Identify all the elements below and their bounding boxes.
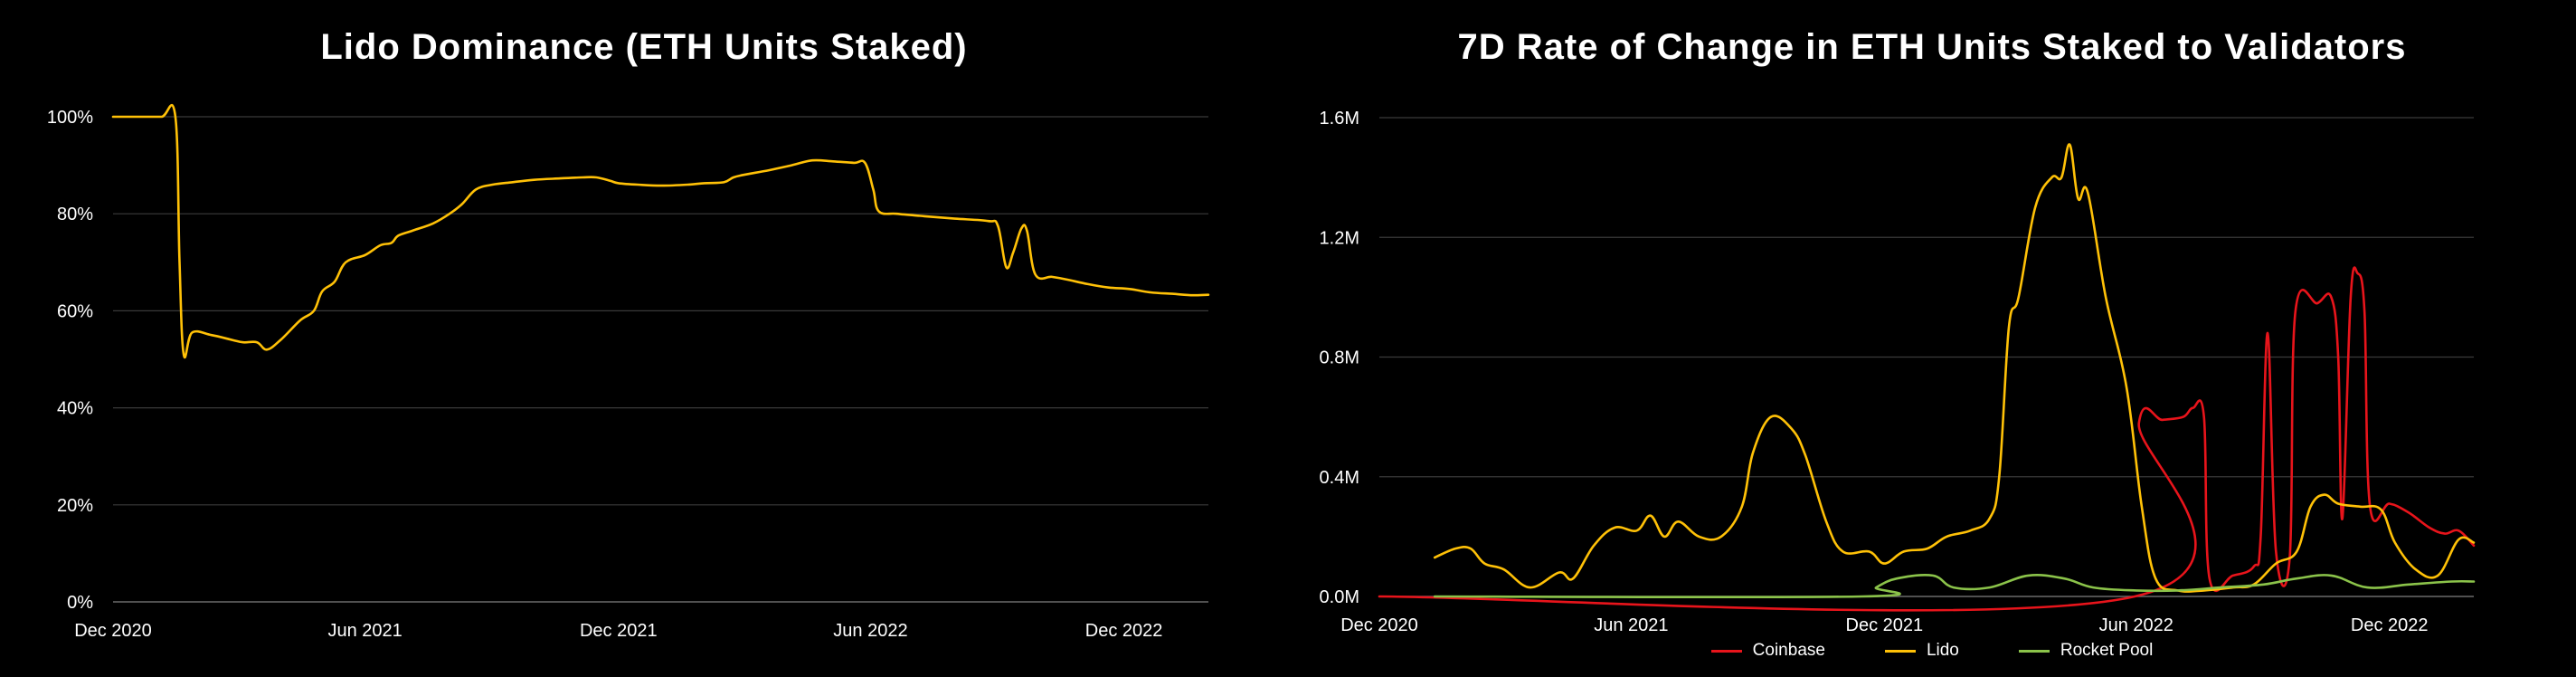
legend-item-rocket-pool[interactable]: Rocket Pool: [2018, 641, 2154, 661]
legend-label: Rocket Pool: [2060, 641, 2154, 660]
x-tick-label: Dec 2021: [1846, 615, 1924, 635]
x-tick-label: Jun 2022: [2099, 615, 2174, 635]
chart-title: 7D Rate of Change in ETH Units Staked to…: [1457, 27, 2407, 67]
x-tick-label: Dec 2020: [74, 621, 152, 641]
x-tick-label: Jun 2021: [327, 621, 402, 641]
series-line-rocket-pool: [1433, 574, 2476, 599]
y-tick-label: 0.0M: [1320, 587, 1359, 607]
y-tick-label: 1.2M: [1320, 228, 1359, 248]
x-tick-label: Dec 2022: [2351, 615, 2429, 635]
y-tick-label: 0%: [67, 593, 93, 613]
y-tick-label: 80%: [57, 205, 93, 224]
y-tick-label: 1.6M: [1320, 109, 1359, 129]
legend-item-lido[interactable]: Lido: [1884, 641, 1959, 661]
legend-label: Lido: [1926, 641, 1959, 660]
legend-item-coinbase[interactable]: Coinbase: [1710, 641, 1825, 661]
x-tick-label: Dec 2021: [580, 621, 658, 641]
series-line-lido: [1433, 143, 2476, 593]
y-tick-label: 100%: [47, 108, 93, 128]
chart-legend: Coinbase Lido Rocket Pool: [1288, 641, 2576, 661]
x-tick-label: Dec 2020: [1340, 615, 1418, 635]
chart-plot-area: 0.0M 0.4M 0.8M 1.2M 1.6M Dec 2020 Jun 2021 Dec …: [1320, 109, 2476, 635]
chart-plot-area: 0% 20% 40% 60% 80% 100% Dec 2020 Jun 2021 Dec 20…: [47, 103, 1210, 641]
legend-swatch: [1884, 649, 1916, 653]
legend-label: Coinbase: [1752, 641, 1825, 660]
legend-swatch: [1710, 649, 1742, 653]
chart-panel-lido-dominance: Lido Dominance (ETH Units Staked) 0% 20% 4…: [47, 27, 1210, 641]
legend-swatch: [2018, 649, 2050, 653]
x-tick-label: Dec 2022: [1085, 621, 1163, 641]
y-tick-label: 0.8M: [1320, 348, 1359, 368]
y-tick-label: 20%: [57, 496, 93, 516]
x-tick-label: Jun 2021: [1594, 615, 1668, 635]
y-tick-label: 0.4M: [1320, 468, 1359, 488]
chart-panel-rate-of-change: 7D Rate of Change in ETH Units Staked to…: [1288, 0, 2576, 677]
series-line-coinbase: [1378, 266, 2476, 612]
series-line-lido-dominance: [111, 103, 1210, 359]
y-tick-label: 60%: [57, 301, 93, 321]
x-tick-label: Jun 2022: [833, 621, 907, 641]
chart-title: Lido Dominance (ETH Units Staked): [320, 27, 968, 67]
y-tick-label: 40%: [57, 399, 93, 419]
